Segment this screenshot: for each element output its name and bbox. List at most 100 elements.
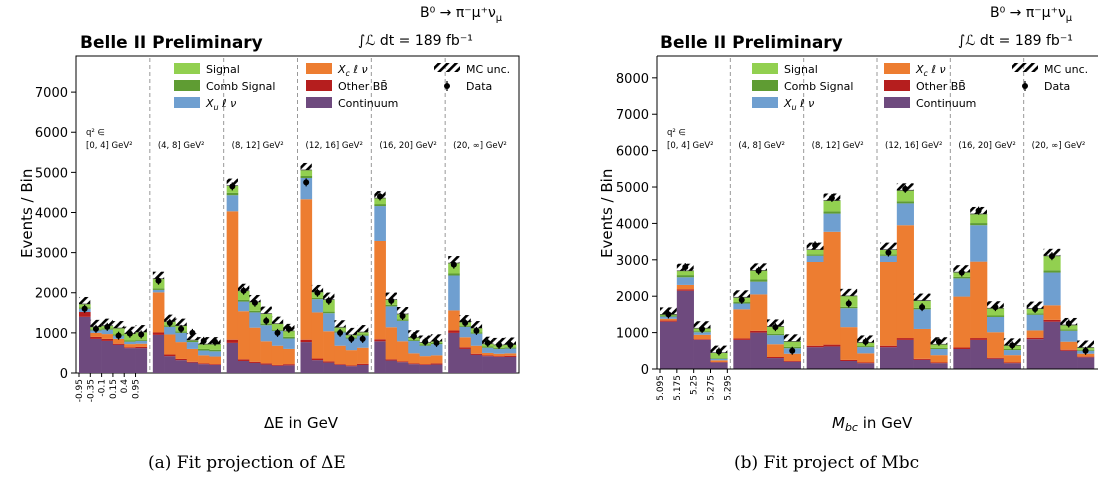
bar-segment <box>323 299 335 312</box>
bar-segment <box>186 348 199 362</box>
bar-segment <box>896 190 914 202</box>
bar-segment <box>323 361 335 363</box>
bar-segment <box>930 348 948 356</box>
bar-segment <box>345 366 358 373</box>
data-point <box>828 194 835 201</box>
bar-segment <box>374 204 386 207</box>
q2-prefix: q² ∈ <box>667 128 686 138</box>
legend-swatch <box>752 80 778 91</box>
data-point <box>919 304 926 311</box>
data-point <box>178 325 185 332</box>
y-tick-label: 1000 <box>35 327 68 342</box>
bar-segment <box>164 354 176 357</box>
sub-tick-label: 0.15 <box>109 379 119 399</box>
bar-segment <box>857 347 875 354</box>
bar-segment <box>175 332 188 343</box>
bar-segment <box>124 341 136 345</box>
bar-segment <box>806 345 824 348</box>
bar-segment <box>504 353 517 356</box>
legend-data-marker <box>444 83 450 89</box>
mc-unc-band <box>767 319 784 327</box>
bar-segment <box>430 355 443 364</box>
bar-segment <box>1003 362 1021 364</box>
bar-segment <box>101 329 114 335</box>
legend-swatch <box>884 80 910 91</box>
bar-segment <box>209 364 221 373</box>
bar-segment <box>175 342 188 359</box>
bar-segment <box>840 308 858 328</box>
bar-segment <box>90 332 102 337</box>
y-tick-label: 7000 <box>616 108 649 123</box>
bar-segment <box>430 364 443 373</box>
data-points-b <box>665 184 1089 356</box>
bar-segment <box>249 361 261 363</box>
legend-label: Signal <box>784 63 818 76</box>
bar-segment <box>493 356 505 373</box>
bar-segment <box>271 323 284 330</box>
bar-segment <box>482 347 494 353</box>
x-axis-label-a: ΔE in GeV <box>264 414 339 432</box>
mc-unc-band <box>112 321 125 329</box>
bar-segment <box>823 231 841 345</box>
mc-unc-band <box>357 325 369 333</box>
bar-segment <box>1043 255 1061 271</box>
bar-segment <box>237 359 250 361</box>
sub-tick-label: 0.95 <box>132 379 142 399</box>
bar-segment <box>783 360 801 362</box>
mc-unc-band <box>90 319 102 327</box>
sub-tick-label: 0.4 <box>120 379 130 394</box>
bar-segment <box>385 359 398 361</box>
bar-segment <box>249 310 261 313</box>
bar-segment <box>840 360 858 369</box>
bar-segment <box>283 330 295 337</box>
legend-label: Continuum <box>338 97 398 110</box>
bar-segment <box>1043 270 1061 273</box>
bar-segment <box>913 359 931 369</box>
bar-segment <box>334 345 347 365</box>
bar-segment <box>987 332 1005 358</box>
bar-segment <box>283 348 295 365</box>
data-point <box>359 335 366 342</box>
legend-swatch <box>306 80 332 91</box>
bar-segment <box>1060 350 1078 369</box>
bar-segment <box>186 362 199 373</box>
data-point <box>410 333 417 340</box>
bar-segment <box>135 340 148 344</box>
bar-segment <box>750 294 768 331</box>
bar-segment <box>448 332 460 373</box>
bar-segment <box>374 339 386 342</box>
data-point <box>473 327 480 334</box>
dividers-b <box>729 58 1025 369</box>
q2-bin-label: (16, 20] GeV² <box>958 141 1015 151</box>
bar-segment <box>237 290 250 300</box>
bar-segment <box>710 358 728 361</box>
bar-segment <box>101 340 114 373</box>
bar-segment <box>300 175 313 178</box>
title-b: Belle II Preliminary <box>660 33 843 53</box>
bar-segment <box>896 338 914 340</box>
data-point <box>115 332 122 339</box>
bar-segment <box>970 213 988 224</box>
data-point <box>738 296 745 303</box>
bar-segment <box>970 338 988 340</box>
bar-segment <box>1077 353 1095 357</box>
bar-segment <box>953 296 971 348</box>
bar-segment <box>1003 363 1021 369</box>
mc-unc-band <box>459 315 471 323</box>
bar-segment <box>806 255 824 262</box>
data-point <box>104 323 111 330</box>
lumi-label-a: ∫ℒ dt = 189 fb⁻¹ <box>358 33 473 49</box>
bar-segment <box>857 346 875 348</box>
bar-segment <box>186 361 199 363</box>
bar-segment <box>1026 330 1044 338</box>
mc-unc-band <box>1077 340 1094 348</box>
bar-segment <box>408 340 420 354</box>
bar-segment <box>767 358 785 369</box>
bar-segment <box>953 278 971 297</box>
bar-segment <box>90 336 102 339</box>
legend-a: Signal Comb Signal Xu ℓ ν Xc ℓ ν Other BB̄ Co… <box>174 63 510 112</box>
mc-unc-band <box>385 292 397 300</box>
bar-segment <box>112 343 125 345</box>
q2-bin-label: (20, ∞] GeV² <box>453 141 507 151</box>
bar-segment <box>408 353 420 364</box>
